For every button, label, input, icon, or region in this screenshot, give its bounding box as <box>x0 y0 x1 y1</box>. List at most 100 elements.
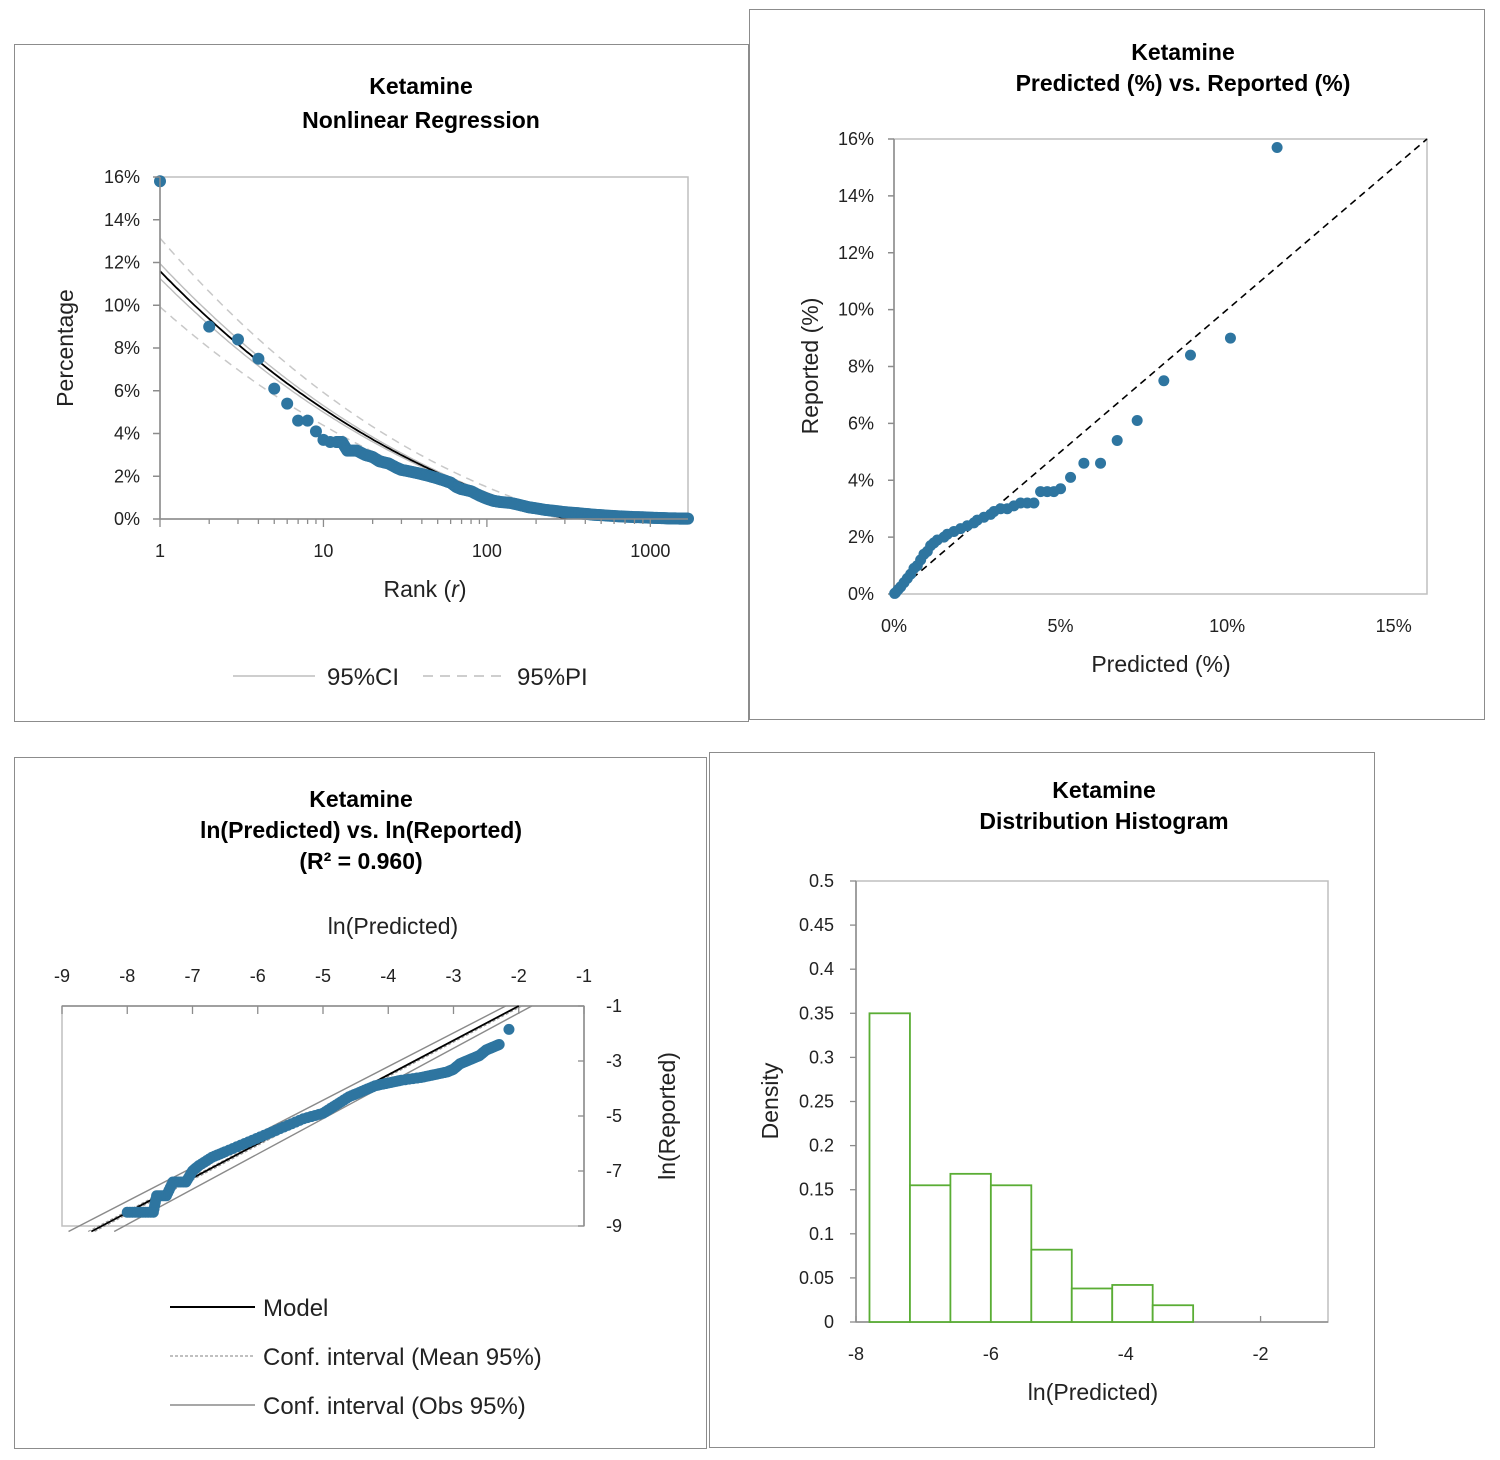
y-tick-label: -3 <box>606 1051 622 1071</box>
chart-title-line-2: Predicted (%) vs. Reported (%) <box>1016 70 1351 96</box>
chart-title-line-1: Ketamine <box>309 786 413 812</box>
y-tick-label: 0.05 <box>799 1268 834 1288</box>
ci-lower-line <box>159 278 688 520</box>
data-point <box>1158 375 1170 387</box>
legend-model-label: Model <box>263 1295 328 1322</box>
x-axis-title: Predicted (%) <box>1091 651 1230 677</box>
y-tick-label: 0.2 <box>809 1136 834 1156</box>
y-tick-label: 8% <box>114 338 140 358</box>
chart-panel-predicted-vs-reported: Ketamine Predicted (%) vs. Reported (%) … <box>749 9 1485 720</box>
histogram-bar <box>989 1184 1033 1323</box>
x-tick-label: 100 <box>472 541 502 561</box>
legend-pi-label: 95%PI <box>517 664 588 691</box>
legend-obs-ci-label: Conf. interval (Obs 95%) <box>263 1393 526 1420</box>
chart-title-line-2: Nonlinear Regression <box>302 107 540 133</box>
x-tick-label: 15% <box>1376 616 1412 636</box>
histogram-bar <box>1070 1287 1114 1323</box>
x-tick-label: 10% <box>1209 616 1245 636</box>
y-axis-title: Reported (%) <box>797 298 823 435</box>
y-tick-label: 0.4 <box>809 959 834 979</box>
y-tick-label: 0 <box>824 1312 834 1332</box>
y-tick-label: 14% <box>838 186 874 206</box>
x-tick-label: 1 <box>155 541 165 561</box>
y-tick-label: 8% <box>848 357 874 377</box>
chart-panel-ln-predicted-vs-reported: Ketamine ln(Predicted) vs. ln(Reported) … <box>14 757 707 1449</box>
chart-title-line-1: Ketamine <box>1131 39 1235 65</box>
y-tick-label: 0.25 <box>799 1092 834 1112</box>
chart-panel-distribution-histogram: Ketamine Distribution Histogram 0 0.05 0.1… <box>709 752 1375 1448</box>
y-tick-label: 0.5 <box>809 871 834 891</box>
y-tick-label: 16% <box>104 167 140 187</box>
x-tick-label: 5% <box>1048 616 1074 636</box>
x-tick-label: 0% <box>881 616 907 636</box>
y-tick-label: 2% <box>848 527 874 547</box>
x-tick-label: -8 <box>119 966 135 986</box>
data-point <box>1095 457 1107 469</box>
y-tick-label: 12% <box>104 253 140 273</box>
y-tick-label: 0.1 <box>809 1224 834 1244</box>
chart-panel-nonlinear-regression: Ketamine Nonlinear Regression 0% 2% 4% 6% 8%… <box>14 44 749 722</box>
y-tick-label: 0.35 <box>799 1003 834 1023</box>
histogram-bar <box>909 1184 952 1323</box>
y-tick-label: 0.45 <box>799 915 834 935</box>
data-point <box>1111 434 1123 446</box>
legend-ci-label: 95%CI <box>327 664 399 691</box>
x-tick-label: -4 <box>380 966 396 986</box>
data-point <box>1224 332 1236 344</box>
data-point <box>1065 471 1077 483</box>
data-point <box>121 1206 133 1218</box>
distribution-histogram-chart: Ketamine Distribution Histogram 0 0.05 0.1… <box>757 777 1329 1405</box>
chart-title-line-3: (R² = 0.960) <box>299 848 422 874</box>
data-point <box>1184 349 1196 361</box>
data-point <box>281 397 294 410</box>
data-point <box>1271 142 1283 154</box>
chart-title-line-1: Ketamine <box>369 73 473 99</box>
y-axis-title: ln(Reported) <box>654 1052 680 1180</box>
x-tick-label: -8 <box>848 1344 864 1364</box>
data-point <box>252 352 265 365</box>
data-point <box>301 414 314 427</box>
x-tick-label: -6 <box>250 966 266 986</box>
x-tick-label: -2 <box>1253 1344 1269 1364</box>
ln-predicted-vs-reported-chart: Ketamine ln(Predicted) vs. ln(Reported) … <box>54 786 680 1420</box>
y-tick-label: 2% <box>114 466 140 486</box>
y-tick-label: 0.15 <box>799 1180 834 1200</box>
y-tick-label: 0.3 <box>809 1047 834 1067</box>
model-line <box>159 270 688 520</box>
data-point <box>203 320 216 333</box>
chart-title-line-2: Distribution Histogram <box>979 808 1228 834</box>
y-tick-label: 10% <box>838 300 874 320</box>
predicted-vs-reported-chart: Ketamine Predicted (%) vs. Reported (%) … <box>797 39 1428 677</box>
chart-title-line-1: Ketamine <box>1052 777 1156 803</box>
y-tick-label: -9 <box>606 1216 622 1236</box>
y-tick-label: 4% <box>848 470 874 490</box>
y-tick-label: -1 <box>606 996 622 1016</box>
histogram-bar <box>1151 1304 1195 1323</box>
x-tick-label: -1 <box>576 966 592 986</box>
data-point <box>268 382 281 395</box>
data-point <box>1131 415 1143 427</box>
x-tick-label: -2 <box>511 966 527 986</box>
x-tick-label: -3 <box>445 966 461 986</box>
data-point <box>231 333 244 346</box>
x-tick-label: -9 <box>54 966 70 986</box>
histogram-bar <box>949 1172 992 1323</box>
y-tick-label: 16% <box>838 129 874 149</box>
data-point <box>503 1023 515 1035</box>
y-tick-label: 0% <box>114 509 140 529</box>
x-tick-label: -4 <box>1118 1344 1134 1364</box>
data-point <box>309 425 322 438</box>
x-tick-label: -7 <box>184 966 200 986</box>
histogram-bar <box>1111 1284 1154 1323</box>
x-tick-label: -5 <box>315 966 331 986</box>
data-point <box>889 587 901 599</box>
data-point <box>292 414 305 427</box>
y-tick-label: 12% <box>838 243 874 263</box>
y-tick-label: 0% <box>848 584 874 604</box>
data-point <box>1078 457 1090 469</box>
y-tick-label: 14% <box>104 210 140 230</box>
histogram-bar <box>868 1012 911 1323</box>
x-axis-title: ln(Predicted) <box>328 913 458 939</box>
y-axis-title: Density <box>757 1062 783 1139</box>
y-tick-label: 6% <box>848 413 874 433</box>
